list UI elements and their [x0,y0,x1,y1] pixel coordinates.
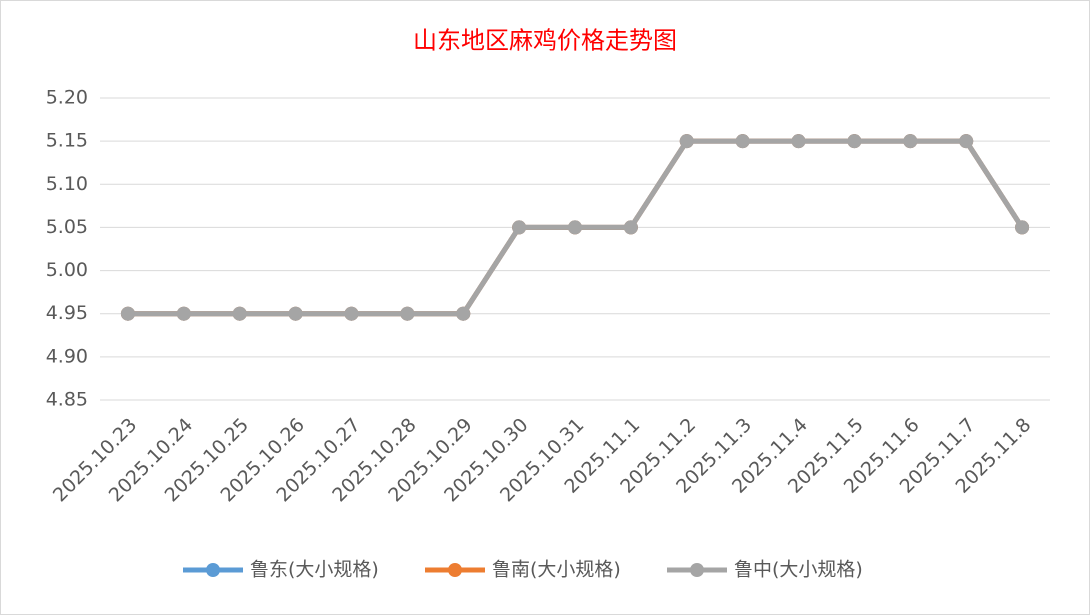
data-point [623,220,638,235]
y-tick-label: 5.10 [46,173,88,195]
data-point [120,306,135,321]
data-point [903,134,918,149]
data-point [512,220,527,235]
y-tick-label: 5.20 [46,87,88,109]
data-point [344,306,359,321]
data-point [288,306,303,321]
data-point [232,306,247,321]
y-tick-label: 5.15 [46,130,88,152]
legend-marker [206,563,220,577]
data-point [959,134,974,149]
legend-marker [690,563,704,577]
legend-label: 鲁东(大小规格) [250,559,379,581]
y-tick-label: 5.00 [46,259,88,281]
data-point [400,306,415,321]
legend-label: 鲁中(大小规格) [734,559,863,581]
data-point [176,306,191,321]
y-tick-label: 4.85 [46,389,88,411]
y-tick-label: 4.95 [46,302,88,324]
legend-label: 鲁南(大小规格) [492,559,621,581]
data-point [847,134,862,149]
chart-title: 山东地区麻鸡价格走势图 [413,27,677,55]
data-point [456,306,471,321]
y-tick-label: 5.05 [46,216,88,238]
data-point [1015,220,1030,235]
data-point [568,220,582,235]
y-tick-label: 4.90 [46,345,88,367]
data-point [791,134,806,149]
data-point [679,134,694,149]
data-point [735,134,750,149]
legend-marker [448,563,462,577]
